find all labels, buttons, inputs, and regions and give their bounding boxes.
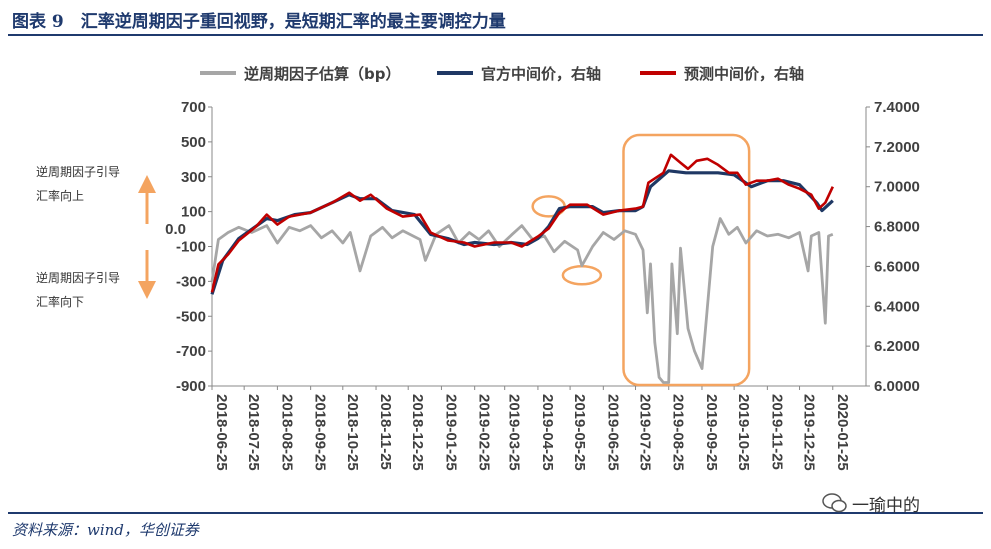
x-tick-label: 2018-10-25	[344, 394, 361, 471]
x-tick-label: 2018-06-25	[213, 394, 230, 471]
legend-label-2: 官方中间价，右轴	[481, 65, 601, 83]
series-line-3	[210, 153, 834, 293]
x-tick-label: 2019-12-25	[801, 394, 818, 471]
right-tick-label: 7.0000	[874, 179, 920, 196]
x-tick-label: 2019-07-25	[636, 394, 653, 471]
x-tick-label: 2019-06-25	[604, 394, 621, 471]
left-tick-label: 100	[181, 204, 206, 221]
legend-label-3: 预测中间价，右轴	[684, 65, 804, 83]
x-tick-label: 2019-11-25	[768, 394, 785, 470]
annot-up-line2: 汇率向上	[36, 188, 84, 203]
highlight-ellipse-june	[561, 265, 603, 286]
left-tick-label: -900	[176, 378, 206, 395]
x-tick-label: 2018-07-25	[245, 394, 262, 471]
x-tick-label: 2018-12-25	[409, 394, 426, 471]
x-tick-label: 2018-11-25	[377, 394, 394, 470]
legend-label-1: 逆周期因子估算（bp）	[244, 65, 400, 83]
x-tick-label: 2019-10-25	[735, 394, 752, 471]
right-tick-label: 7.4000	[874, 99, 920, 116]
x-tick-label: 2019-09-25	[703, 394, 720, 471]
left-tick-label: -700	[176, 343, 206, 360]
zero-label: 0.0	[165, 221, 186, 238]
right-tick-label: 6.0000	[874, 378, 920, 395]
footer-divider	[8, 512, 983, 514]
right-tick-label: 6.2000	[874, 338, 920, 355]
x-tick-label: 2019-01-25	[442, 394, 459, 471]
series-line-1	[210, 217, 834, 384]
right-tick-label: 6.6000	[874, 258, 920, 275]
annot-up-line1: 逆周期因子引导	[36, 164, 120, 179]
x-tick-label: 2019-05-25	[571, 394, 588, 471]
x-tick-label: 2018-08-25	[278, 394, 295, 471]
wechat-icon	[822, 493, 847, 513]
left-tick-label: -300	[176, 273, 206, 290]
x-tick-label: 2019-08-25	[670, 394, 687, 471]
right-tick-label: 7.2000	[874, 139, 920, 156]
chart-title: 图表 9 汇率逆周期因子重回视野，是短期汇率的最主要调控力量	[12, 12, 506, 32]
x-tick-label: 2020-01-25	[834, 394, 851, 471]
left-tick-label: 300	[181, 169, 206, 186]
x-tick-label: 2018-09-25	[312, 394, 329, 471]
source-note: 资料来源：wind，华创证券	[12, 521, 199, 539]
annot-down-line2: 汇率向下	[36, 294, 84, 309]
left-tick-label: 500	[181, 134, 206, 151]
watermark-text: 一瑜中的	[852, 495, 920, 516]
watermark: 一瑜中的	[822, 490, 920, 516]
x-tick-label: 2019-04-25	[539, 394, 556, 471]
annot-down-line1: 逆周期因子引导	[36, 270, 120, 285]
x-tick-label: 2019-03-25	[506, 394, 523, 471]
left-tick-label: 700	[181, 99, 206, 116]
x-tick-label: 2019-02-25	[476, 394, 493, 471]
title-bar: 图表 9 汇率逆周期因子重回视野，是短期汇率的最主要调控力量	[8, 4, 983, 36]
highlight-box-aug-oct	[622, 133, 751, 387]
left-tick-label: -100	[176, 239, 206, 256]
left-tick-label: -500	[176, 308, 206, 325]
right-tick-label: 6.4000	[874, 298, 920, 315]
right-tick-label: 6.8000	[874, 219, 920, 236]
